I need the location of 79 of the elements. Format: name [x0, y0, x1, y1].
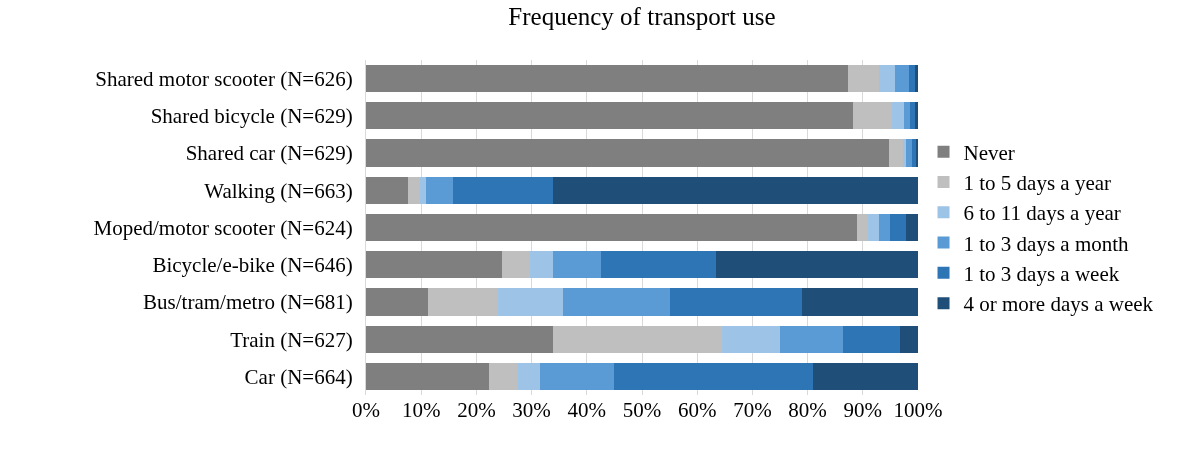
- bar: [366, 288, 429, 316]
- bar: [601, 251, 716, 279]
- bar: [892, 102, 904, 130]
- legend-label: Never: [963, 140, 1015, 165]
- bar: [517, 362, 541, 390]
- x-tick-label: 40%: [567, 398, 607, 422]
- y-tick-label: Shared car (N=629): [185, 141, 353, 166]
- bar: [366, 362, 489, 390]
- x-tick-label: 80%: [788, 398, 827, 422]
- legend-label: 1 to 5 days a year: [963, 171, 1112, 196]
- bar: [801, 288, 918, 316]
- bar: [908, 65, 916, 93]
- bar: [553, 176, 918, 204]
- bar: [529, 251, 554, 279]
- bar: [722, 325, 780, 353]
- bar: [895, 65, 909, 93]
- bar: [715, 251, 918, 279]
- bar: [366, 251, 503, 279]
- bar: [899, 325, 918, 353]
- bar: [453, 176, 554, 204]
- y-tick-label: Bicycle/e-bike (N=646): [152, 253, 353, 278]
- bar: [428, 288, 498, 316]
- bar: [366, 176, 408, 204]
- x-tick-label: 20%: [457, 398, 496, 422]
- legend-label: 1 to 3 days a month: [963, 231, 1130, 256]
- legend-label: 1 to 3 days a week: [963, 262, 1120, 287]
- y-tick-label: Bus/tram/metro (N=681): [143, 290, 353, 315]
- bar: [562, 288, 670, 316]
- bar: [669, 288, 802, 316]
- bar: [843, 325, 900, 353]
- bar: [553, 325, 723, 353]
- bar: [366, 65, 849, 93]
- bar: [780, 325, 844, 353]
- bar: [889, 213, 907, 242]
- bar: [502, 251, 530, 279]
- bar: [420, 176, 427, 204]
- x-tick-label: 10%: [401, 398, 441, 422]
- legend-label: 6 to 11 days a year: [963, 201, 1121, 226]
- bar: [813, 362, 918, 390]
- x-tick-label: 70%: [733, 398, 772, 422]
- x-tick-label: 60%: [677, 398, 717, 422]
- y-tick-label: Car (N=664): [244, 364, 353, 389]
- x-tick-label: 50%: [622, 398, 662, 422]
- y-tick-label: Train (N=627): [230, 327, 353, 352]
- x-tick-label: 0%: [352, 398, 380, 422]
- bar: [366, 139, 889, 167]
- bar: [613, 362, 814, 390]
- y-tick-label: Shared bicycle (N=629): [150, 104, 353, 129]
- bar: [857, 213, 868, 242]
- bar: [910, 102, 916, 130]
- y-tick-label: Moped/motor scooter (N=624): [93, 215, 353, 240]
- bar: [906, 213, 918, 242]
- bar: [853, 102, 893, 130]
- y-tick-label: Walking (N=663): [204, 178, 353, 203]
- bar: [867, 213, 880, 242]
- bar: [848, 65, 880, 93]
- bar: [553, 251, 602, 279]
- x-tick-label: 100%: [893, 398, 943, 422]
- bar: [497, 288, 563, 316]
- bar: [903, 102, 911, 130]
- bar: [366, 102, 854, 130]
- chart-title: Frequency of transport use: [508, 2, 776, 30]
- y-tick-label: Shared motor scooter (N=626): [95, 66, 353, 91]
- x-tick-label: 30%: [512, 398, 551, 422]
- bar: [906, 139, 913, 167]
- bar: [912, 139, 917, 167]
- x-tick-label: 90%: [843, 398, 883, 422]
- bar: [888, 139, 903, 167]
- bar: [879, 213, 890, 242]
- legend-label: 4 or more days a week: [963, 292, 1154, 317]
- bar: [366, 213, 858, 242]
- bar: [915, 102, 918, 130]
- bar: [407, 176, 421, 204]
- bar: [879, 65, 896, 93]
- bar: [540, 362, 614, 390]
- bar: [366, 325, 554, 353]
- bar: [488, 362, 518, 390]
- bar: [915, 65, 918, 93]
- bar: [426, 176, 454, 204]
